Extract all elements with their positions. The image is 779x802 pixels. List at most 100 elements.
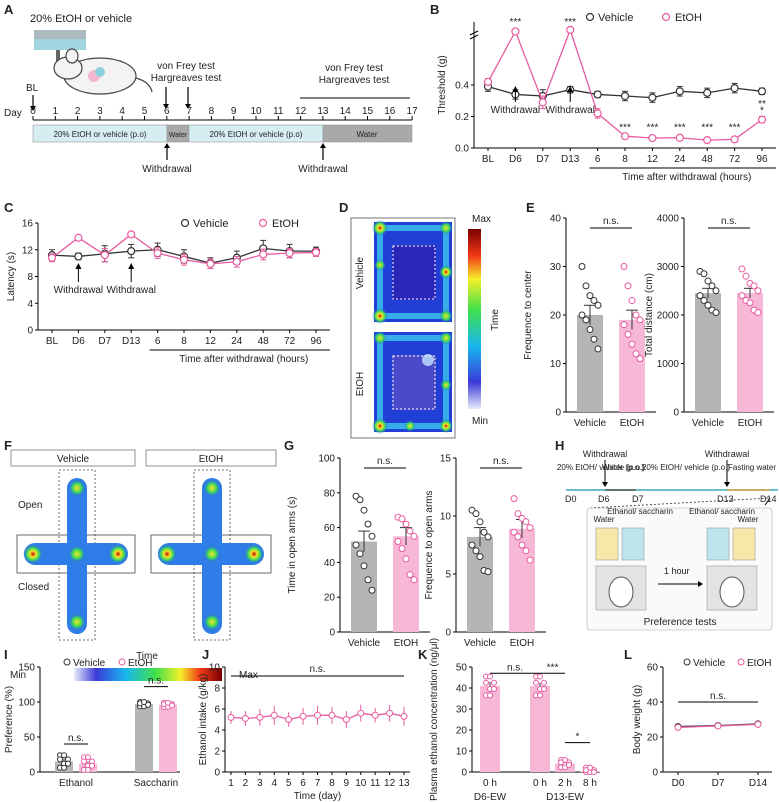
a-day-tick-label: 1	[53, 106, 59, 117]
g2-datapoint	[514, 510, 522, 518]
g2-datapoint	[510, 495, 518, 503]
panel-e: E 0 10 20 30 40 Frequence to center Vehicle EtO…	[523, 200, 774, 429]
j-x-tick-label: 5	[286, 778, 292, 789]
j-y-tick-label: 2	[214, 747, 220, 758]
g1-datapoint	[356, 496, 364, 504]
g2-datapoint	[476, 553, 484, 561]
a-bar-etoh1-label: 20% EtOH or vehicle (p.o)	[54, 130, 147, 139]
a-day-tick-label: 15	[362, 106, 374, 117]
c-x-tick-label: D7	[98, 336, 111, 347]
e2-datapoint	[700, 296, 708, 304]
e2-datapoint	[696, 292, 704, 300]
c-x-tick-label: 12	[205, 336, 217, 347]
g1-datapoint	[368, 586, 376, 594]
e1-datapoint	[578, 311, 586, 319]
e2-significance: n.s.	[721, 216, 737, 227]
j-point	[386, 709, 394, 717]
c-x-tick-label: 96	[310, 336, 322, 347]
b-point-etoh	[593, 109, 602, 118]
a-bar-water2-label: Water	[356, 130, 377, 139]
c-legend: Vehicle EtOH	[180, 218, 299, 230]
mouse-icon	[53, 48, 153, 95]
b-legend-etoh-marker	[661, 12, 671, 22]
c-point-etoh	[259, 250, 268, 259]
c-y-tick-label: 12	[22, 245, 34, 256]
b-point-vehicle	[620, 91, 630, 101]
i-significance: n.s.	[68, 733, 84, 744]
h-water-bottle-icon-2	[732, 527, 756, 561]
b-point-etoh	[620, 132, 630, 141]
h-seg1: 20% EtOH/ vehicle (p.o.)	[557, 463, 645, 472]
e1-datapoint	[628, 296, 636, 304]
e1-datapoint	[582, 316, 590, 324]
d-min-label: Min	[472, 416, 488, 427]
j-y-tick-label: 10	[209, 663, 221, 674]
g2-datapoint	[472, 510, 480, 518]
panel-label-d: D	[339, 200, 348, 215]
b-significance: **	[758, 99, 766, 110]
b-point-vehicle	[730, 84, 739, 93]
g2-y-label: Frequence to open arms	[424, 491, 435, 600]
i-datapoint	[85, 766, 91, 773]
e2-datapoint	[754, 287, 762, 295]
a-day-label: Day	[4, 108, 22, 119]
a-day-tick-label: 3	[97, 106, 103, 117]
j-point	[270, 711, 278, 719]
a-day-tick-label: 16	[384, 106, 396, 117]
h-water-bottle-icon	[595, 527, 619, 561]
e1-datapoint	[620, 321, 628, 329]
k-datapoint	[566, 761, 572, 768]
e1-bar-etoh	[619, 319, 645, 412]
e2-datapoint	[750, 282, 758, 290]
c-x-tick-label: D6	[72, 336, 85, 347]
a-day-tick-label: 7	[186, 106, 192, 117]
g2-y-tick-label: 5	[445, 570, 451, 581]
g1-y-tick-label: 100	[318, 454, 335, 465]
g2-datapoint	[476, 518, 484, 526]
b-x-tick-label: D6	[509, 154, 522, 165]
b-point-vehicle	[593, 90, 602, 99]
g2-y-tick-label: 10	[440, 512, 452, 523]
b-x-tick-label: D13	[561, 154, 580, 165]
a-day-tick-label: 17	[407, 106, 419, 117]
g1-y-tick-label: 20	[324, 593, 336, 604]
g1-datapoint	[402, 520, 410, 528]
i-datapoint	[65, 760, 71, 767]
g1-datapoint	[406, 571, 414, 579]
j-x-tick-label: 7	[315, 778, 321, 789]
g2-y-tick-label: 15	[440, 454, 452, 465]
e1-datapoint	[636, 316, 644, 324]
k-significance: n.s.	[507, 662, 523, 673]
k-y-label: Plasma ethanol concentration (ng/μl)	[429, 638, 440, 801]
i-significance: n.s.	[148, 676, 164, 687]
h-withdrawal-2: Withdrawal	[705, 449, 750, 459]
c-legend-vehicle: Vehicle	[193, 218, 228, 230]
panel-k: K 0 10 20 30 40 50 Plasma ethanol concentratio…	[418, 638, 600, 802]
i-y-tick-label: 150	[18, 663, 35, 674]
f-time-label: Time	[136, 651, 158, 662]
panel-label-k: K	[418, 647, 428, 662]
b-axis-break	[469, 34, 479, 40]
k-datapoint	[537, 692, 543, 699]
e2-datapoint	[700, 270, 708, 278]
l-legend-vehicle-marker	[683, 658, 691, 666]
b-point-etoh	[730, 135, 739, 144]
h-ethsac-bottle-icon-2	[706, 527, 730, 561]
j-x-tick-label: 4	[271, 778, 277, 789]
a-day-tick-label: 11	[273, 106, 284, 117]
h-ethsac-label-2: Ethanol/ saccharin	[689, 507, 755, 516]
b-x-tick-label: BL	[482, 154, 495, 165]
e1-datapoint	[620, 263, 628, 270]
panel-l: L Vehicle EtOH 0 20 40 60 Body weight (g) D0 D…	[624, 647, 772, 789]
e1-datapoint	[590, 296, 598, 304]
a-withdrawal-2: Withdrawal	[298, 164, 347, 175]
l-x-tick-label: D0	[672, 778, 685, 789]
g2-datapoint	[526, 556, 534, 564]
panel-label-e: E	[526, 200, 535, 215]
c-point-etoh	[74, 233, 83, 242]
d-max-label: Max	[472, 214, 491, 225]
c-point-etoh	[285, 248, 294, 258]
l-legend: Vehicle EtOH	[683, 658, 771, 669]
g1-y-tick-label: 40	[324, 558, 336, 569]
f-vehicle-label: Vehicle	[57, 454, 90, 465]
